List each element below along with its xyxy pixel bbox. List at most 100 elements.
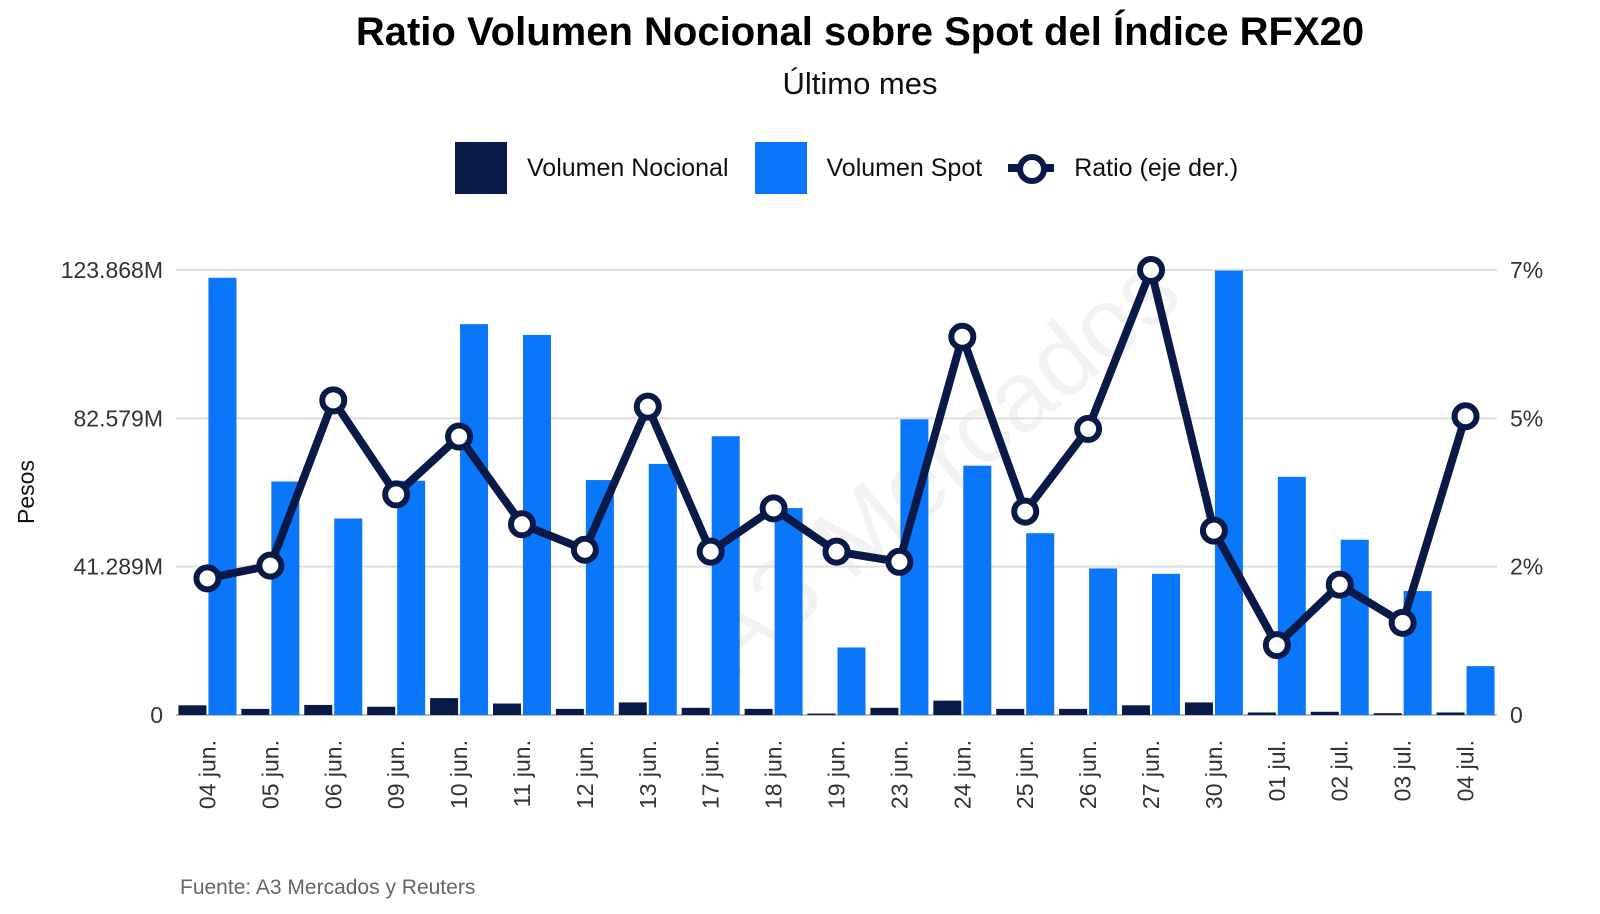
ratio-point	[507, 510, 536, 539]
bar-volumen-nocional	[304, 704, 333, 715]
source-note: Fuente: A3 Mercados y Reuters	[180, 876, 476, 899]
bar-volumen-spot	[460, 324, 489, 715]
bar-volumen-nocional	[178, 705, 207, 715]
bar-volumen-nocional	[430, 698, 459, 715]
y2-tick-label: 5%	[1510, 405, 1543, 431]
ratio-point	[696, 537, 725, 566]
bar-volumen-nocional	[1122, 705, 1151, 715]
y2-tick-label: 0	[1510, 702, 1523, 728]
bar-volumen-spot	[1214, 270, 1243, 715]
x-tick-label: 05 jun.	[257, 740, 283, 809]
ratio-point	[759, 494, 788, 523]
ratio-point	[633, 392, 662, 421]
ratio-point	[382, 480, 411, 509]
ratio-point	[319, 386, 348, 415]
y-tick-label: 41.289M	[73, 554, 163, 580]
ratio-point	[1137, 256, 1166, 284]
ratio-point	[570, 535, 599, 564]
ratio-point	[948, 322, 977, 351]
bar-volumen-nocional	[933, 700, 962, 715]
legend-item-ratio[interactable]: Ratio (eje der.)	[1008, 142, 1238, 194]
x-tick-label: 06 jun.	[320, 740, 346, 809]
x-tick-label: 19 jun.	[824, 740, 850, 809]
x-tick-label: 23 jun.	[886, 740, 912, 809]
bar-volumen-nocional	[492, 703, 521, 715]
y2-tick-label: 2%	[1510, 554, 1543, 580]
bar-volumen-spot	[397, 480, 426, 715]
y-tick-label: 123.868M	[61, 257, 163, 283]
bar-volumen-nocional	[870, 707, 899, 715]
bar-volumen-nocional	[367, 706, 396, 715]
bar-volumen-nocional	[241, 708, 270, 715]
x-tick-label: 10 jun.	[446, 740, 472, 809]
x-tick-label: 27 jun.	[1138, 740, 1164, 809]
ratio-point	[1262, 631, 1291, 660]
bar-volumen-nocional	[1436, 712, 1465, 715]
bar-volumen-spot	[208, 277, 237, 715]
bar-volumen-nocional	[1184, 702, 1213, 715]
y-tick-label: 82.579M	[73, 405, 163, 431]
x-tick-label: 02 jul.	[1327, 740, 1353, 801]
bar-volumen-nocional	[681, 707, 710, 715]
watermark: A3 Mercados	[676, 232, 1199, 697]
chart-subtitle: Último mes	[782, 66, 938, 101]
ratio-point	[1011, 497, 1040, 526]
ratio-point	[1451, 402, 1480, 431]
x-tick-label: 01 jul.	[1264, 740, 1290, 801]
legend-label-volumen-spot: Volumen Spot	[826, 153, 983, 182]
bar-volumen-spot	[1152, 573, 1181, 715]
x-tick-label: 17 jun.	[698, 740, 724, 809]
bar-volumen-nocional	[618, 702, 647, 715]
bar-volumen-spot	[1026, 533, 1055, 715]
ratio-point	[1388, 608, 1417, 637]
x-tick-label: 11 jun.	[509, 740, 535, 807]
bar-volumen-spot	[1089, 568, 1118, 715]
y2-tick-label: 7%	[1510, 257, 1543, 283]
bar-volumen-nocional	[1310, 711, 1339, 715]
legend-swatch-volumen-spot	[754, 142, 807, 194]
chart-title: Ratio Volumen Nocional sobre Spot del Ín…	[355, 10, 1365, 54]
ratio-point	[1074, 414, 1103, 443]
ratio-point	[1325, 570, 1354, 599]
x-tick-label: 12 jun.	[572, 740, 598, 809]
bar-volumen-nocional	[996, 708, 1025, 715]
x-tick-label: 04 jun.	[194, 740, 220, 809]
x-tick-label: 04 jul.	[1453, 740, 1479, 801]
x-tick-label: 03 jul.	[1390, 740, 1416, 801]
bar-volumen-spot	[1340, 539, 1369, 715]
ratio-point	[885, 547, 914, 576]
y-axis-title: Pesos	[13, 460, 39, 524]
legend-label-ratio: Ratio (eje der.)	[1074, 153, 1239, 182]
bar-volumen-spot	[837, 647, 866, 715]
ratio-point	[445, 422, 474, 451]
ratio-point	[1199, 516, 1228, 545]
bar-volumen-spot	[1466, 666, 1495, 715]
legend-line-marker-icon	[1008, 142, 1055, 194]
bar-volumen-spot	[1277, 476, 1306, 715]
legend-item-volumen-nocional[interactable]: Volumen Nocional	[455, 142, 729, 194]
x-tick-label: 24 jun.	[949, 740, 975, 809]
y-tick-label: 0	[150, 702, 163, 728]
bar-volumen-spot	[963, 465, 992, 715]
bar-volumen-nocional	[807, 713, 836, 715]
legend: Volumen Nocional Volumen Spot Ratio (eje…	[455, 142, 1264, 194]
bar-volumen-nocional	[744, 708, 773, 715]
x-tick-label: 09 jun.	[383, 740, 409, 809]
ratio-point	[193, 564, 222, 593]
bar-volumen-nocional	[555, 708, 584, 715]
x-tick-label: 25 jun.	[1012, 740, 1038, 809]
x-tick-label: 13 jun.	[635, 740, 661, 809]
legend-item-volumen-spot[interactable]: Volumen Spot	[754, 142, 983, 194]
legend-swatch-volumen-nocional	[455, 142, 507, 194]
ratio-point	[822, 537, 851, 566]
bar-volumen-spot	[648, 463, 677, 715]
bar-volumen-spot	[711, 436, 740, 715]
bar-volumen-spot	[334, 518, 363, 715]
bar-volumen-nocional	[1059, 708, 1088, 715]
x-tick-label: 30 jun.	[1201, 740, 1227, 809]
legend-label-volumen-nocional: Volumen Nocional	[527, 153, 729, 182]
bar-volumen-nocional	[1247, 712, 1276, 715]
ratio-point	[256, 551, 285, 580]
